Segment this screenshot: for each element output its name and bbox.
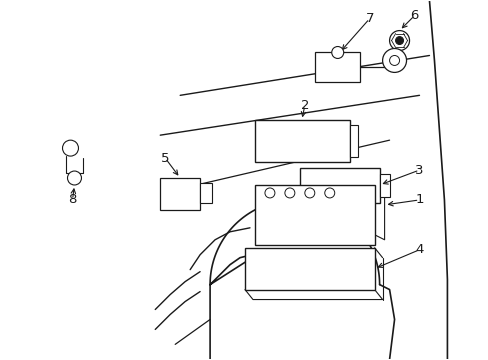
Circle shape [382, 49, 406, 72]
Text: 8: 8 [68, 193, 77, 206]
Circle shape [285, 188, 294, 198]
Bar [160, 178, 200, 210]
Circle shape [304, 188, 314, 198]
Circle shape [324, 188, 334, 198]
Text: 6: 6 [409, 9, 418, 22]
Circle shape [67, 171, 81, 185]
Circle shape [389, 31, 408, 50]
Text: 1: 1 [414, 193, 423, 206]
Circle shape [62, 140, 78, 156]
Circle shape [395, 37, 403, 45]
Bar [254, 120, 349, 162]
Circle shape [264, 188, 274, 198]
Bar [299, 168, 379, 203]
Circle shape [331, 46, 343, 58]
Text: 4: 4 [414, 243, 423, 256]
Bar [349, 125, 357, 157]
Circle shape [389, 55, 399, 66]
Bar [254, 185, 374, 245]
Bar [379, 174, 389, 197]
Bar [314, 53, 359, 82]
Text: 5: 5 [161, 152, 169, 165]
Text: 7: 7 [365, 12, 373, 25]
Text: 3: 3 [414, 163, 423, 176]
Bar [200, 183, 212, 203]
Bar [244, 248, 374, 289]
Text: 2: 2 [300, 99, 308, 112]
